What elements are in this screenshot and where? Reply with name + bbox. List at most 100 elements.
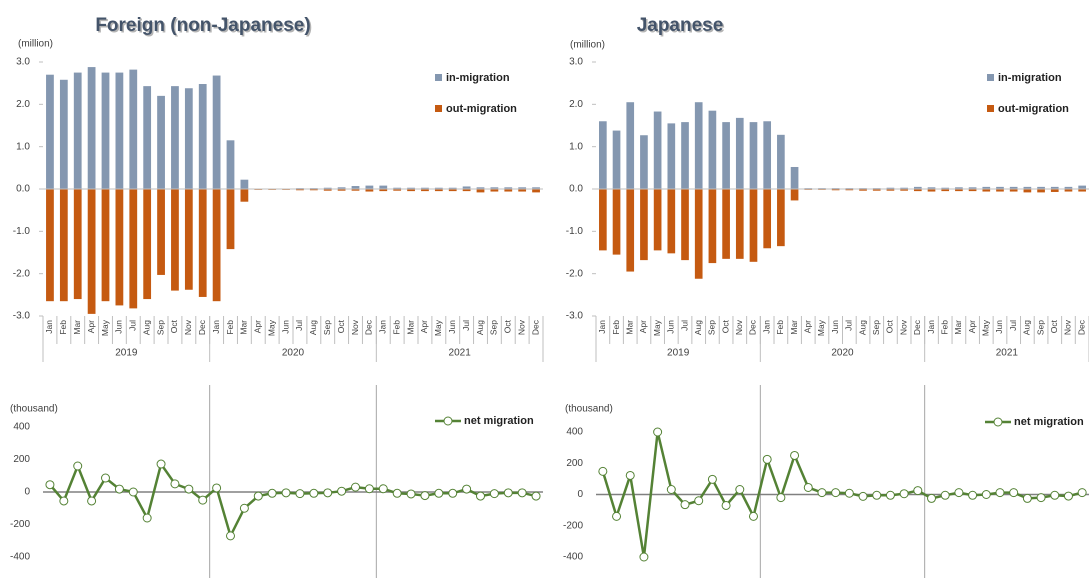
y-tick-label: -200 [10,519,30,530]
point [309,488,319,498]
bar [490,189,499,192]
x-tick-label: Jan [211,320,221,334]
bar [240,189,249,202]
bar [777,134,785,189]
bar [240,179,249,189]
point [817,488,827,498]
y-tick-label: -1.0 [13,226,31,237]
bar [941,189,950,192]
bar [763,121,772,189]
point [858,491,868,501]
point [995,488,1005,498]
point [531,491,541,501]
group-label: 2020 [282,348,305,359]
group-label: 2021 [449,348,472,359]
x-tick-label: Nov [350,319,360,335]
point [639,552,649,562]
point [1050,490,1060,500]
legend-label: net migration [464,415,534,427]
x-tick-label: Feb [391,320,401,335]
bar [226,140,235,189]
point [351,482,360,492]
y-tick-label: 3.0 [16,57,30,68]
bar [157,95,165,189]
point [406,489,416,499]
point [844,488,854,498]
bar [1050,186,1059,189]
x-tick-label: Dec [530,319,540,335]
bar [101,72,110,189]
point [170,479,180,489]
bar [198,84,207,189]
point [503,488,513,498]
point [378,484,388,494]
bar [1009,189,1018,192]
bar [365,189,374,192]
point [364,484,374,494]
bar [667,123,676,189]
bar [900,187,908,189]
bar [749,189,758,262]
chart-title-shadow: Japanese [638,17,725,38]
x-tick-label: Aug [475,320,485,335]
x-tick-label: Sep [155,320,165,335]
x-tick-label: Dec [912,319,922,335]
point [899,489,909,499]
bar [681,189,689,261]
x-tick-label: Feb [225,320,235,335]
bar [434,187,443,189]
bar [996,189,1004,192]
x-tick-label: Dec [364,319,374,335]
bar [708,189,717,264]
x-tick-label: Jul [461,320,471,331]
bar [365,185,374,189]
point [762,454,772,464]
point [101,473,110,483]
bar [379,189,388,192]
x-tick-label: Jun [114,320,124,334]
x-tick-label: May [266,319,276,336]
point [392,488,402,498]
point [156,459,166,469]
bar [790,166,799,189]
bar [309,189,318,191]
bar [462,189,471,192]
x-tick-label: Apr [86,320,96,333]
bar [982,186,991,189]
x-tick-label: Mar [624,320,634,335]
bar [1037,186,1045,189]
point [1009,488,1019,498]
bar [626,102,635,189]
bar [73,72,82,189]
point [885,490,895,500]
bar [323,187,332,189]
bar [434,189,443,192]
bar [337,187,346,189]
x-tick-label: May [981,319,991,336]
x-tick-label: Nov [516,319,526,335]
bar [59,79,68,189]
x-tick-label: Nov [1063,319,1073,335]
x-tick-label: Oct [1049,319,1059,333]
bar [941,187,950,189]
bar [171,189,179,291]
bar [212,189,221,302]
x-tick-label: Aug [1022,320,1032,335]
bar [763,189,772,249]
bar [518,187,527,189]
x-tick-label: Aug [857,320,867,335]
bar [115,72,124,189]
point [954,488,964,498]
bar [115,189,124,306]
y-tick-label: 400 [566,427,583,438]
bar [226,189,235,250]
x-tick-label: Feb [58,320,68,335]
bar [859,189,867,191]
point [1077,488,1087,498]
point [434,488,444,498]
bar [886,189,895,191]
x-tick-label: Sep [871,320,881,335]
point [462,484,472,494]
point [281,488,291,498]
bar [982,189,991,192]
